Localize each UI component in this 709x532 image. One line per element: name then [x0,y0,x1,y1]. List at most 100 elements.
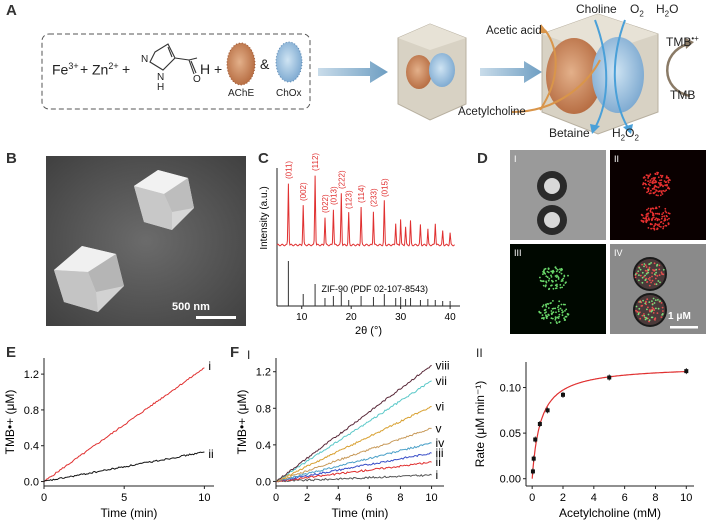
fluorescence-dot [658,274,661,277]
fluorescence-dot [642,217,645,219]
xrd-x-tick-label: 20 [346,312,358,323]
fluorescence-dot [657,280,660,282]
f2-y-tick-label: 0.00 [500,474,521,486]
f1-x-tick-label: 10 [425,492,437,504]
f1-y-tick-label: 0.8 [256,403,271,415]
fluorescence-dot [650,281,652,284]
h2o2-label: H2O2 [612,126,639,143]
xrd-peak-label: (002) [299,182,308,201]
chox-label: ChOx [276,88,302,99]
panel-label-f: F [230,344,240,361]
fluorescence-dot [543,272,546,274]
fluorescence-dot [558,313,561,316]
fluorescence-dot [654,224,656,226]
fluorescence-dot [660,179,663,181]
fluorescence-dot [545,305,548,308]
fluorescence-dot [656,212,659,215]
fluorescence-dot [657,186,659,189]
fluorescence-dot [646,191,648,194]
f2-data-point [530,469,535,474]
fluorescence-dot [664,217,666,220]
fluorescence-dot [649,181,651,184]
fluorescence-dot [647,227,650,229]
fluorescence-dot [556,316,559,319]
fluorescence-dot [563,317,565,320]
xrd-peak-label: (233) [369,188,378,207]
fluorescence-dot [648,284,651,287]
fluorescence-dot [552,300,554,302]
fluorescence-dot [651,306,654,309]
fluorescence-dot [547,271,550,274]
f2-y-tick-label: 0.05 [500,428,521,440]
fluorescence-dot [659,190,661,192]
f2-data-point [607,375,612,380]
fluorescence-dot [648,263,651,265]
fluorescence-dot [646,308,648,311]
fluorescence-dot [668,217,670,220]
fluorescence-dot [667,177,669,179]
tmb-label: TMB [670,88,696,102]
fluorescence-dot [545,275,548,278]
f2-data-point [531,456,536,461]
fluorescence-dot [635,309,637,312]
fluorescence-dot [654,299,657,301]
f1-series-line [275,473,432,483]
fluorescence-dot [541,317,543,320]
ache-small-blob [226,42,256,86]
fluorescence-dot [545,284,547,287]
fluorescence-dot [554,316,557,318]
fluorescence-dot [557,278,560,280]
fluorescence-dot [649,279,651,281]
fluorescence-dot [567,274,569,277]
fluorescence-dot [664,218,666,221]
f1-series-line [275,364,432,482]
fluorescence-dot [662,227,664,230]
fluorescence-dot [660,190,663,193]
fluorescence-dot [650,262,652,264]
fluorescence-dot [665,211,668,214]
panel-f-roman-ii: II [476,346,483,360]
fluorescence-dot [652,212,655,215]
fluorescence-images [510,150,706,334]
fluorescence-dot [557,310,560,313]
fluorescence-dot [643,313,645,315]
fluorescence-dot [664,210,667,212]
fluorescence-dot [566,313,569,315]
fluorescence-dot [639,300,641,303]
panel-label-c: C [258,150,269,167]
fluorescence-dot [654,180,657,182]
fluorescence-dot [662,310,664,312]
fluorescence-dot [559,286,562,289]
fluorescence-dot [664,190,666,193]
fluorescence-dot [549,302,552,305]
plus-3: + [214,61,223,77]
fluorescence-dot [659,184,662,187]
fluorescence-dot [651,211,654,214]
fluorescence-dot [547,303,550,305]
fluorescence-dot [647,177,649,179]
fluorescence-dot [655,217,658,220]
fluorescence-dot [644,278,647,281]
fluorescence-dot [647,188,650,191]
f2-x-tick-label: 0 [529,492,535,504]
fluorescence-dot [552,280,554,283]
f2-data-point [537,422,542,426]
fluorescence-dot [655,268,658,271]
fluorescence-dot [555,287,558,289]
f2-data-point [545,408,550,413]
arrow-1 [318,61,388,83]
xrd-peak-label: (022) [321,194,330,213]
fluorescence-dot [642,220,645,222]
fluorescence-dot [645,316,647,319]
fluorescence-dot [560,267,563,270]
f1-series-label: iii [436,446,444,460]
panel-label-b: B [6,150,17,167]
fluorescence-dot [660,271,663,274]
fluorescence-dot [660,217,663,220]
f1-x-tick-label: 0 [273,492,279,504]
f1-y-label: TMB•+ (μM) [235,390,249,455]
ampersand: & [260,56,270,72]
fluorescence-dot [538,311,541,314]
xrd-x-tick-label: 30 [395,312,407,323]
fluorescence-dot [554,284,557,287]
